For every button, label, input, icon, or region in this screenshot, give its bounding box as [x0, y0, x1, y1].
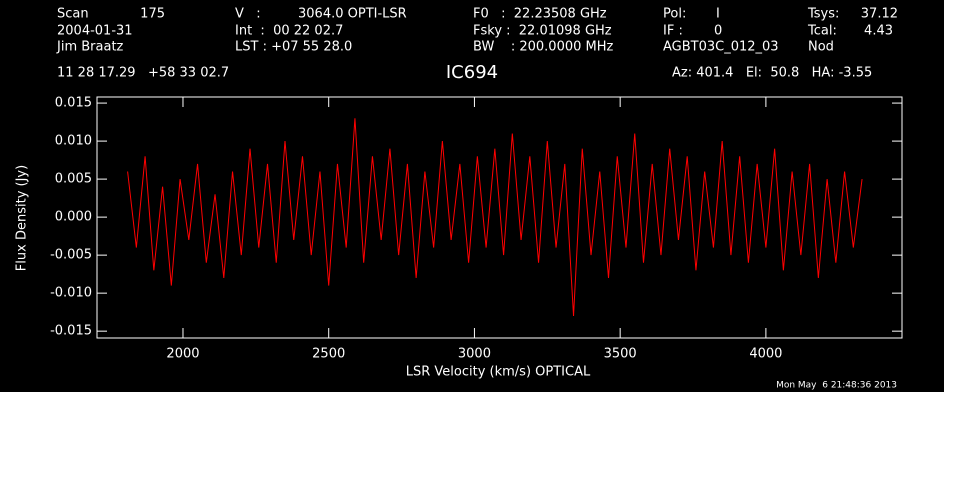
header-text: I [716, 7, 720, 22]
header-text: 2004-01-31 [57, 24, 133, 39]
header-text: 0 [714, 24, 722, 39]
header-text: Jim Braatz [56, 40, 124, 55]
y-tick-label: -0.005 [50, 248, 92, 263]
chart-title: IC694 [446, 62, 498, 83]
y-tick-label: 0.000 [55, 210, 92, 225]
header-text: BW : 200.0000 MHz [473, 40, 614, 55]
header-text: Pol: [663, 7, 686, 22]
header-text: 175 [140, 7, 165, 22]
x-axis-label: LSR Velocity (km/s) OPTICAL [406, 365, 591, 380]
header-text: Scan [57, 7, 89, 22]
header-text: AGBT03C_012_03 [663, 40, 779, 55]
y-tick-label: -0.015 [50, 324, 92, 339]
x-tick-label: 3000 [458, 347, 491, 362]
x-tick-label: 3500 [604, 347, 637, 362]
timestamp: Mon May 6 21:48:36 2013 [776, 381, 897, 391]
header-text: 3064.0 OPTI-LSR [298, 7, 407, 22]
header-text: V : [235, 7, 261, 22]
y-axis-label: Flux Density (Jy) [15, 165, 30, 271]
spectrum-line [127, 118, 863, 316]
header-text: Az: 401.4 El: 50.8 HA: -3.55 [672, 66, 872, 81]
plot-background [0, 0, 944, 392]
header-text: 11 28 17.29 +58 33 02.7 [57, 66, 229, 81]
y-tick-label: 0.005 [55, 172, 92, 187]
x-tick-label: 2500 [312, 347, 345, 362]
header-text: Int : 00 22 02.7 [235, 24, 343, 39]
header-text: Fsky : 22.01098 GHz [473, 24, 612, 39]
header-text: F0 : 22.23508 GHz [473, 7, 607, 22]
y-tick-label: 0.015 [55, 96, 92, 111]
y-tick-label: 0.010 [55, 134, 92, 149]
header-text: 37.12 [861, 7, 898, 22]
header-text: Nod [808, 40, 834, 55]
header-text: Tcal: [807, 24, 837, 39]
header-text: IF : [663, 24, 683, 39]
header-text: Tsys: [807, 7, 839, 22]
y-tick-label: -0.010 [50, 286, 92, 301]
header-text: LST : +07 55 28.0 [235, 40, 352, 55]
x-tick-label: 4000 [749, 347, 782, 362]
header-text: 4.43 [864, 24, 893, 39]
x-tick-label: 2000 [166, 347, 199, 362]
